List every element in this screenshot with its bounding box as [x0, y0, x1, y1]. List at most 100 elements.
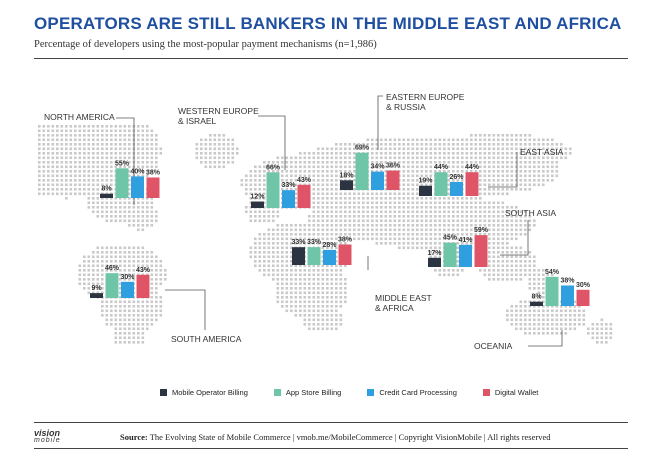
map-dot — [146, 215, 149, 218]
map-dot — [402, 197, 406, 200]
map-dot — [479, 147, 482, 151]
bar — [100, 193, 113, 198]
map-dot — [501, 224, 505, 227]
map-dot — [447, 273, 451, 277]
map-dot — [312, 215, 316, 218]
map-dot — [506, 318, 509, 322]
map-dot — [344, 291, 347, 295]
map-dot — [402, 192, 406, 196]
map-dot — [105, 206, 109, 209]
map-dot — [281, 165, 284, 169]
map-dot — [123, 219, 127, 223]
map-dot — [276, 260, 280, 263]
map-dot — [312, 197, 316, 200]
map-dot — [213, 165, 217, 169]
map-dot — [312, 192, 316, 196]
map-dot — [398, 228, 401, 232]
map-dot — [492, 242, 496, 245]
map-dot — [114, 327, 118, 331]
map-dot — [447, 237, 451, 241]
map-dot — [596, 341, 599, 344]
map-dot — [326, 233, 329, 236]
map-dot — [317, 192, 320, 196]
map-dot — [317, 224, 320, 227]
map-dot — [150, 201, 154, 205]
map-dot — [393, 197, 397, 200]
map-dot — [119, 296, 122, 299]
map-dot — [290, 296, 293, 299]
map-dot — [573, 323, 577, 326]
map-dot — [416, 152, 419, 155]
map-dot — [123, 273, 127, 277]
map-dot — [119, 246, 122, 250]
map-dot — [200, 152, 203, 155]
map-dot — [60, 161, 64, 164]
map-dot — [393, 156, 397, 160]
bar — [146, 177, 160, 198]
map-dot — [488, 269, 491, 272]
map-dot — [146, 318, 149, 322]
map-dot — [92, 273, 95, 277]
map-dot — [510, 174, 514, 178]
map-dot — [92, 183, 95, 187]
map-dot — [141, 314, 145, 317]
map-dot — [470, 170, 473, 173]
map-dot — [78, 161, 82, 164]
map-dot — [362, 219, 365, 223]
map-dot — [488, 165, 491, 169]
map-dot — [110, 210, 113, 214]
bar-value-label: 19% — [418, 178, 433, 185]
map-dot — [294, 188, 298, 191]
map-dot — [128, 197, 131, 200]
map-dot — [524, 224, 527, 227]
map-dot — [105, 201, 109, 205]
map-dot — [267, 251, 271, 254]
map-dot — [276, 246, 280, 250]
map-dot — [132, 210, 136, 214]
map-dot — [312, 188, 316, 191]
map-dot — [164, 273, 167, 277]
map-dot — [528, 282, 532, 286]
map-dot — [263, 183, 266, 187]
map-dot — [263, 233, 266, 236]
map-dot — [312, 269, 316, 272]
map-dot — [137, 323, 140, 326]
map-dot — [285, 161, 289, 164]
map-dot — [344, 296, 347, 299]
map-dot — [501, 165, 505, 169]
map-dot — [155, 215, 158, 218]
map-dot — [74, 134, 77, 137]
bar — [121, 281, 134, 298]
footer-bottom-divider — [34, 448, 628, 449]
map-dot — [60, 192, 64, 196]
map-dot — [560, 305, 563, 308]
map-dot — [348, 237, 352, 241]
map-dot — [335, 287, 338, 290]
map-dot — [335, 165, 338, 169]
map-dot — [150, 147, 154, 151]
map-dot — [497, 260, 500, 263]
map-dot — [326, 170, 329, 173]
map-dot — [515, 233, 518, 236]
map-dot — [416, 197, 419, 200]
map-dot — [542, 152, 545, 155]
map-dot — [150, 170, 154, 173]
map-dot — [254, 260, 257, 263]
map-dot — [60, 129, 64, 133]
map-dot — [461, 201, 464, 205]
map-dot — [443, 197, 446, 200]
map-dot — [263, 237, 266, 241]
map-dot — [551, 318, 554, 322]
map-dot — [42, 188, 46, 191]
map-dot — [101, 215, 104, 218]
map-dot — [528, 273, 532, 277]
map-dot — [137, 219, 140, 223]
map-dot — [398, 242, 401, 245]
map-dot — [501, 242, 505, 245]
map-dot — [371, 201, 374, 205]
map-dot — [456, 233, 460, 236]
bar — [450, 181, 463, 196]
map-dot — [78, 152, 82, 155]
map-dot — [573, 314, 577, 317]
map-dot — [146, 156, 149, 160]
